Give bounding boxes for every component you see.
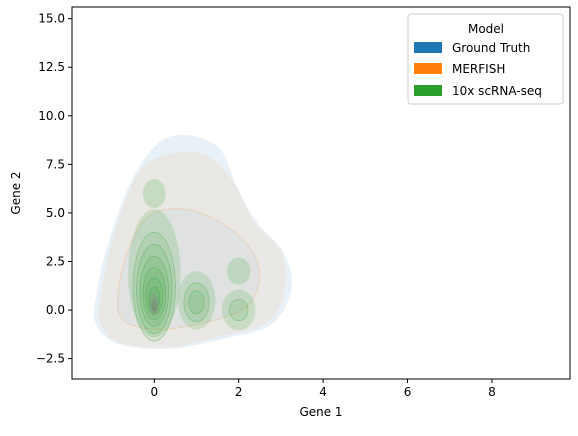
density-merfish-outer [98, 151, 287, 349]
density-10x-contour-ring [229, 298, 249, 322]
y-tick-label: 0.0 [46, 303, 65, 317]
legend-swatch-10x [414, 85, 442, 96]
density-10x-contour-ring [188, 290, 205, 315]
density-10x-mode-1 [177, 271, 216, 330]
density-10x-mode-2-lower [221, 289, 256, 331]
x-axis: 0 2 4 6 8 [150, 379, 496, 399]
x-tick-label: 8 [488, 385, 496, 399]
density-overlap-core-inner [151, 300, 158, 312]
y-tick-label: 12.5 [38, 60, 65, 74]
legend-label-ground-truth: Ground Truth [452, 41, 530, 55]
density-ground-truth-outer [93, 134, 292, 350]
density-10x-contour-ring [132, 231, 176, 342]
legend-swatch-merfish [414, 63, 442, 74]
x-tick-label: 0 [150, 385, 158, 399]
y-axis: −2.5 0.0 2.5 5.0 7.5 10.0 12.5 15.0 [36, 12, 72, 366]
density-10x-contour-ring [139, 256, 170, 327]
y-tick-label: 10.0 [38, 109, 65, 123]
y-tick-label: −2.5 [36, 352, 65, 366]
legend: Model Ground Truth MERFISH 10x scRNA-seq [407, 13, 564, 105]
density-10x-contour-ring [148, 286, 161, 311]
density-10x-contour-ring [136, 243, 173, 335]
x-tick-label: 2 [235, 385, 243, 399]
legend-swatch-ground-truth [414, 42, 442, 53]
y-tick-label: 15.0 [38, 12, 65, 26]
density-layer [93, 134, 292, 350]
density-10x-mode-2-upper [226, 257, 251, 285]
density-overlap-core [149, 293, 160, 315]
x-tick-label: 6 [404, 385, 412, 399]
density-shared-inner-contour [117, 208, 261, 331]
y-tick-label: 5.0 [46, 206, 65, 220]
x-tick-label: 4 [319, 385, 327, 399]
x-axis-label: Gene 1 [299, 405, 342, 419]
legend-title: Model [468, 22, 504, 36]
density-10x-mode-main [128, 209, 181, 338]
legend-label-merfish: MERFISH [452, 62, 505, 76]
y-tick-label: 2.5 [46, 254, 65, 268]
density-10x-contour-ring [145, 277, 164, 315]
density-10x-contour-ring [183, 282, 210, 323]
density-10x-contour-ring [142, 267, 167, 321]
y-axis-label: Gene 2 [9, 171, 23, 214]
density-10x-mode-top [142, 178, 166, 209]
legend-label-10x: 10x scRNA-seq [452, 84, 542, 98]
plot-frame [71, 6, 571, 380]
y-tick-label: 7.5 [46, 157, 65, 171]
legend-box [407, 13, 564, 105]
